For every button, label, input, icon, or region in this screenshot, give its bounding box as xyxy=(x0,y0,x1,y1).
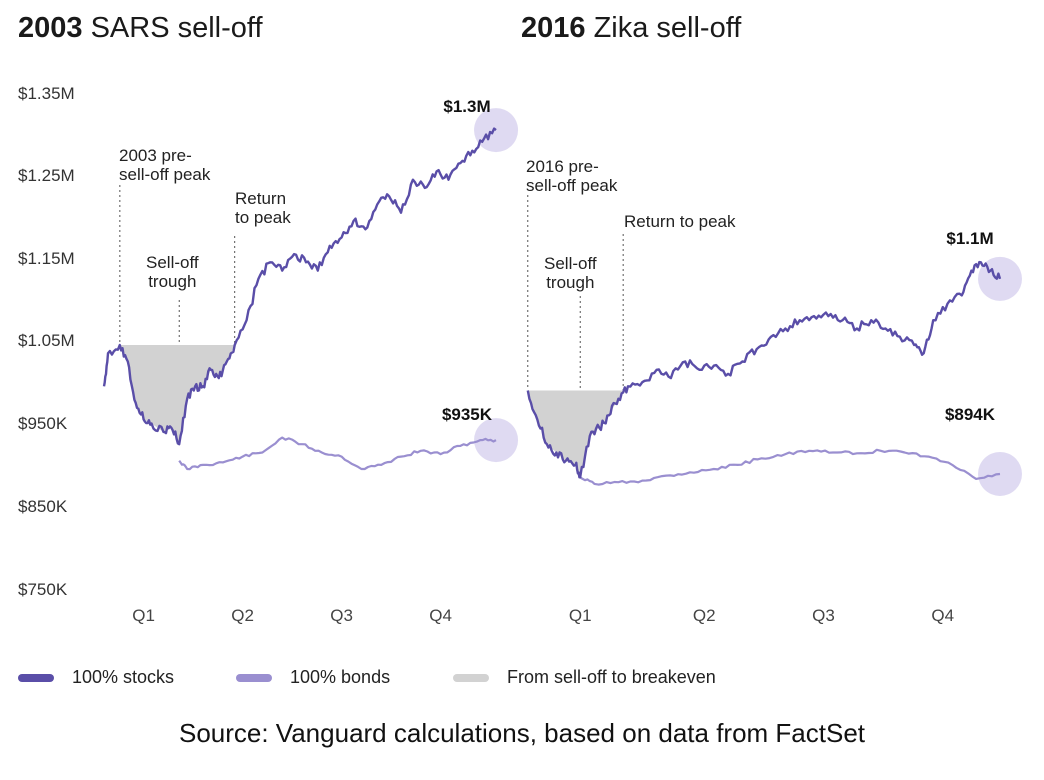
end-circle-bonds-0 xyxy=(474,418,519,463)
x-tick-label: Q4 xyxy=(931,606,955,625)
series-line-bonds-1 xyxy=(579,448,1001,486)
breakeven-shade-1 xyxy=(527,390,624,478)
end-label-stocks-2016: $1.1M xyxy=(946,229,994,248)
annotation-line: 2016 pre- xyxy=(526,157,599,176)
annotation-line: Return xyxy=(235,189,287,208)
annotation-line: trough xyxy=(148,272,197,291)
annotation-return-2003: Return to peak xyxy=(235,189,291,227)
annotation-peak-2016: 2016 pre- sell-off peak xyxy=(526,157,617,195)
end-circle-bonds-1 xyxy=(978,451,1022,496)
annotation-line: 2003 pre- xyxy=(119,146,192,165)
end-label-stocks-2003: $1.3M xyxy=(443,97,491,116)
series-line-stocks-0 xyxy=(102,127,497,446)
chart-title-2003: 2003 SARS sell-off xyxy=(18,12,263,45)
legend-label-shade: From sell-off to breakeven xyxy=(507,667,716,687)
y-tick-label: $1.15M xyxy=(18,249,75,268)
y-tick-label: $850K xyxy=(18,497,68,516)
y-tick-label: $750K xyxy=(18,580,68,599)
annotation-line: sell-off peak xyxy=(526,176,618,195)
x-tick-label: Q3 xyxy=(330,606,353,625)
legend-swatch-bonds xyxy=(236,673,272,682)
annotation-return-2016: Return to peak xyxy=(624,212,736,231)
annotation-line: Sell-off xyxy=(146,253,199,272)
y-tick-label: $1.05M xyxy=(18,331,75,350)
title-year-2016: 2016 xyxy=(521,12,586,44)
annotation-line: to peak xyxy=(235,208,291,227)
annotation-line: sell-off peak xyxy=(119,165,211,184)
annotation-line: Sell-off xyxy=(544,254,597,273)
source-note: Source: Vanguard calculations, based on … xyxy=(178,718,866,748)
breakeven-shade-0 xyxy=(119,345,235,445)
annotation-line: Return to peak xyxy=(624,212,736,231)
x-tick-label: Q1 xyxy=(132,606,155,625)
annotation-trough-2003: Sell-off trough xyxy=(146,253,199,291)
x-tick-label: Q2 xyxy=(231,606,254,625)
x-tick-label: Q3 xyxy=(812,606,835,625)
title-year-2003: 2003 xyxy=(18,12,83,44)
y-tick-label: $950K xyxy=(18,414,68,433)
legend-item-bonds: 100% bonds xyxy=(236,667,390,688)
x-tick-label: Q2 xyxy=(692,606,716,625)
legend-label-bonds: 100% bonds xyxy=(290,667,391,687)
series-line-stocks-1 xyxy=(526,260,1002,479)
y-tick-label: $1.35M xyxy=(18,84,75,103)
legend-label-stocks: 100% stocks xyxy=(72,667,175,687)
legend-swatch-stocks xyxy=(18,673,54,682)
end-label-bonds-2016: $894K xyxy=(944,405,996,424)
annotation-line: trough xyxy=(546,273,595,292)
end-circle-stocks-0 xyxy=(474,108,519,153)
y-tick-label: $1.25M xyxy=(18,166,75,185)
legend-item-shade: From sell-off to breakeven xyxy=(453,667,716,688)
x-tick-label: Q1 xyxy=(568,606,592,625)
title-text-2016: Zika sell-off xyxy=(593,12,742,44)
x-tick-label: Q4 xyxy=(429,606,452,625)
series-line-bonds-0 xyxy=(178,436,497,471)
legend-item-stocks: 100% stocks xyxy=(18,667,174,688)
legend-swatch-shade xyxy=(453,673,489,682)
annotation-trough-2016: Sell-off trough xyxy=(544,254,597,292)
end-label-bonds-2003: $935K xyxy=(441,405,493,424)
chart-title-2016: 2016 Zika sell-off xyxy=(521,12,741,45)
annotation-peak-2003: 2003 pre- sell-off peak xyxy=(119,146,210,184)
title-text-2003: SARS sell-off xyxy=(90,12,263,44)
